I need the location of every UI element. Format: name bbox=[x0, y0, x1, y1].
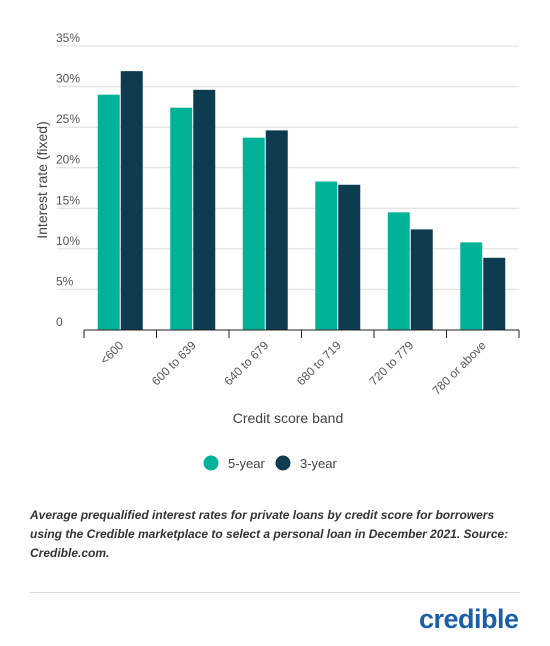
bar-5-year-2 bbox=[242, 137, 265, 330]
legend-label: 3-year bbox=[300, 456, 338, 471]
bar-3-year-5 bbox=[483, 257, 506, 330]
bar-5-year-5 bbox=[460, 242, 483, 330]
y-axis-ticks: 0 5% 10% 15% 20% 25% 30% 35% bbox=[56, 31, 80, 329]
y-tick-label: 10% bbox=[56, 234, 80, 248]
bar-5-year-3 bbox=[315, 181, 338, 330]
x-tick-label: 600 to 639 bbox=[149, 338, 199, 388]
y-tick-label: 15% bbox=[56, 193, 80, 207]
bar-3-year-0 bbox=[120, 71, 143, 330]
y-tick-label: 35% bbox=[56, 31, 80, 45]
y-tick-label: 30% bbox=[56, 72, 80, 86]
bar-3-year-3 bbox=[338, 184, 361, 330]
bar-3-year-4 bbox=[410, 229, 433, 330]
x-tick-label: <600 bbox=[97, 338, 126, 367]
bars bbox=[97, 71, 506, 331]
y-tick-label: 5% bbox=[56, 274, 74, 288]
bar-5-year-1 bbox=[170, 107, 193, 330]
y-tick-label: 20% bbox=[56, 153, 80, 167]
bar-3-year-1 bbox=[193, 89, 216, 331]
x-tick-label: 640 to 679 bbox=[221, 338, 271, 388]
y-tick-label: 0 bbox=[56, 315, 63, 329]
chart-caption: Average prequalified interest rates for … bbox=[30, 508, 509, 560]
x-axis-title: Credit score band bbox=[233, 410, 344, 426]
legend: 5-year 3-year bbox=[203, 455, 338, 471]
divider bbox=[30, 592, 520, 593]
bar-chart: 0 5% 10% 15% 20% 25% 30% 35% <600 600 to 639 640 … bbox=[34, 31, 520, 471]
bar-3-year-2 bbox=[265, 130, 288, 330]
x-axis-ticks: <600 600 to 639 640 to 679 680 to 719 720 to… bbox=[83, 330, 520, 398]
y-tick-label: 25% bbox=[56, 112, 80, 126]
x-tick-label: 720 to 779 bbox=[366, 338, 416, 388]
legend-swatch-3-year bbox=[275, 455, 291, 471]
legend-label: 5-year bbox=[228, 456, 266, 471]
bar-5-year-0 bbox=[97, 94, 120, 330]
credible-logo: credible bbox=[419, 604, 519, 634]
y-axis-title: Interest rate (fixed) bbox=[34, 121, 50, 239]
bar-5-year-4 bbox=[387, 212, 410, 330]
x-tick-label: 780 or above bbox=[429, 338, 489, 398]
x-tick-label: 680 to 719 bbox=[294, 338, 344, 388]
legend-swatch-5-year bbox=[203, 455, 219, 471]
